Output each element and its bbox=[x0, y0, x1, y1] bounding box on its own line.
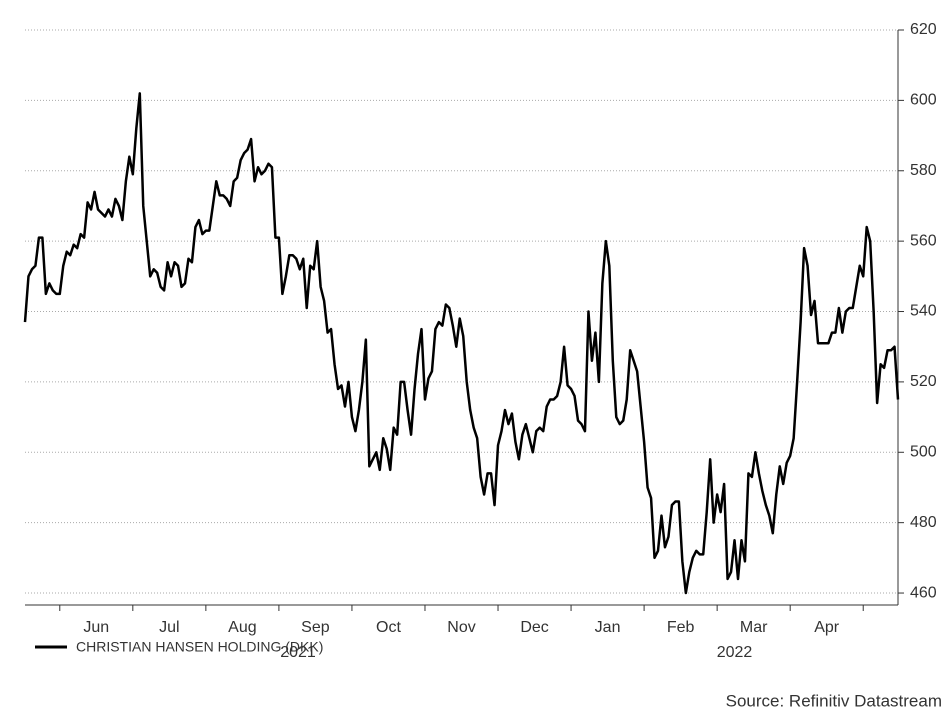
y-tick-label: 620 bbox=[910, 21, 937, 38]
y-tick-label: 520 bbox=[910, 373, 937, 390]
x-tick-label: Dec bbox=[520, 619, 548, 636]
y-tick-label: 460 bbox=[910, 584, 937, 601]
y-tick-label: 480 bbox=[910, 514, 937, 531]
y-tick-label: 500 bbox=[910, 443, 937, 460]
source: Source: Refinitiv Datastream bbox=[726, 691, 942, 710]
x-tick-label: Oct bbox=[376, 619, 401, 636]
y-tick-label: 600 bbox=[910, 92, 937, 109]
y-tick-label: 580 bbox=[910, 162, 937, 179]
year-label: 2022 bbox=[717, 644, 753, 661]
x-tick-label: Feb bbox=[667, 619, 695, 636]
x-tick-label: Jul bbox=[159, 619, 179, 636]
x-tick-label: Nov bbox=[447, 619, 475, 636]
x-tick-label: Sep bbox=[301, 619, 330, 636]
x-tick-label: Apr bbox=[814, 619, 840, 636]
y-tick-label: 540 bbox=[910, 303, 937, 320]
y-tick-label: 560 bbox=[910, 232, 937, 249]
x-tick-label: Aug bbox=[228, 619, 256, 636]
price-line bbox=[23, 92, 900, 595]
x-tick-label: Jun bbox=[83, 619, 109, 636]
x-tick-label: Jan bbox=[595, 619, 621, 636]
x-tick-label: Mar bbox=[740, 619, 768, 636]
year-label: 2021 bbox=[280, 644, 316, 661]
legend-label: CHRISTIAN HANSEN HOLDING (DKK) bbox=[76, 639, 323, 655]
